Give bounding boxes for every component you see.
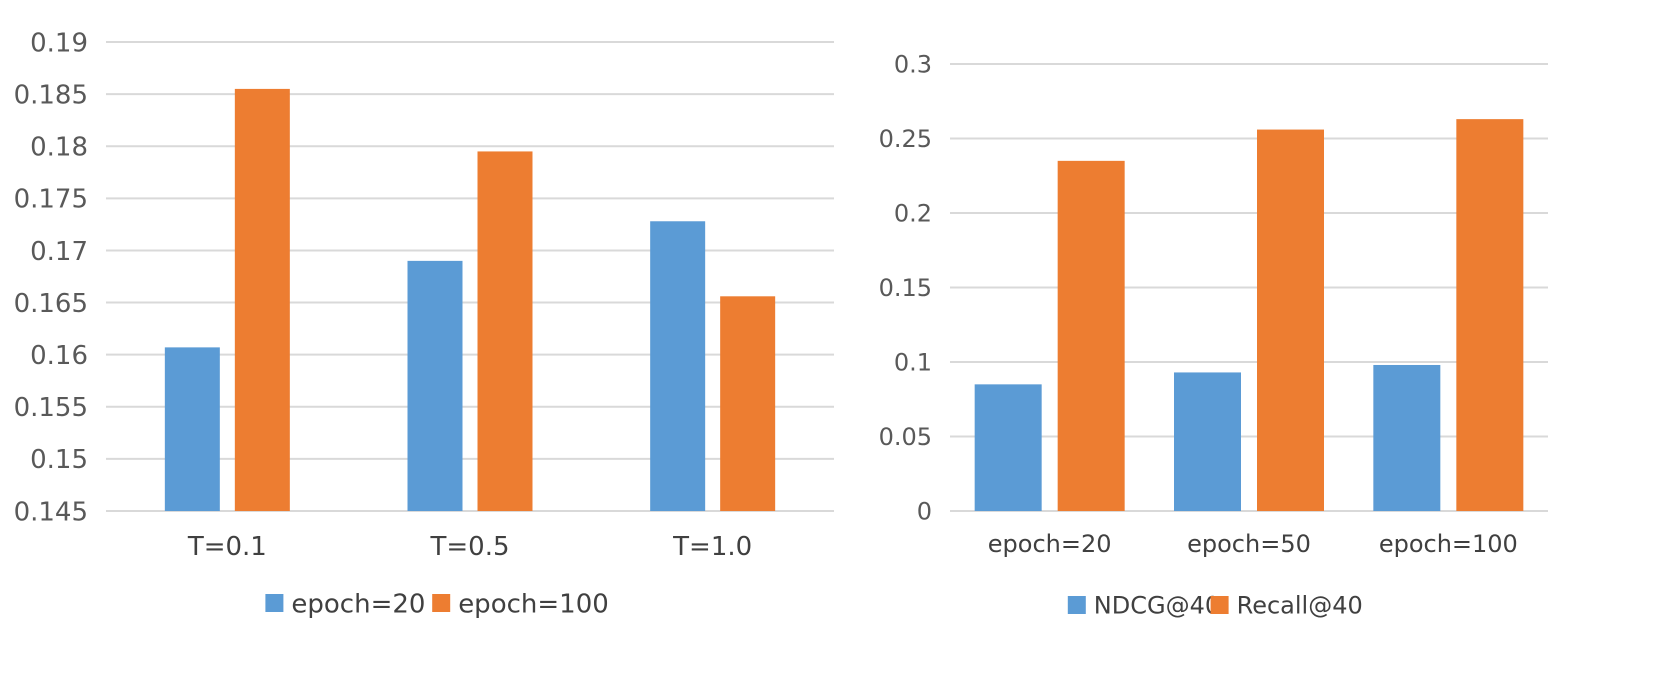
legend-swatch-1-0 — [1067, 596, 1086, 614]
bar-0-epoch=20-T=0.5 — [407, 260, 463, 511]
legend-label-1-0: NDCG@40 — [1094, 592, 1220, 620]
y-tick-label-1-6: 0.3 — [894, 51, 932, 79]
y-tick-label-0-4: 0.165 — [14, 289, 88, 319]
bar-0-epoch=20-T=1.0 — [650, 221, 706, 512]
legend-swatch-0-1 — [432, 594, 451, 612]
legend-label-0-0: epoch=20 — [291, 589, 425, 619]
y-tick-label-0-9: 0.19 — [30, 28, 88, 58]
y-tick-label-1-0: 0 — [917, 498, 932, 526]
legend-label-0-1: epoch=100 — [458, 589, 609, 619]
x-category-label-0-0: T=0.1 — [187, 532, 267, 562]
y-tick-label-0-5: 0.17 — [30, 237, 88, 267]
x-category-label-0-1: T=0.5 — [429, 532, 509, 562]
bar-1-NDCG@40-epoch=20 — [974, 384, 1042, 511]
legend-label-1-1: Recall@40 — [1237, 592, 1363, 620]
x-category-label-1-2: epoch=100 — [1379, 530, 1518, 558]
bar-0-epoch=100-T=1.0 — [720, 296, 776, 511]
bar-1-NDCG@40-epoch=50 — [1174, 372, 1241, 511]
y-tick-label-0-0: 0.145 — [14, 497, 88, 527]
bar-1-NDCG@40-epoch=100 — [1373, 364, 1441, 511]
y-tick-label-1-3: 0.15 — [879, 274, 932, 302]
legend-swatch-0-0 — [265, 594, 284, 612]
y-tick-label-1-5: 0.25 — [879, 125, 932, 153]
y-tick-label-0-2: 0.155 — [14, 393, 88, 423]
y-tick-label-1-4: 0.2 — [894, 200, 932, 228]
y-tick-label-1-2: 0.1 — [894, 349, 932, 377]
bar-1-Recall@40-epoch=50 — [1257, 129, 1324, 511]
bar-0-epoch=100-T=0.1 — [234, 88, 290, 512]
bar-0-epoch=20-T=0.1 — [164, 347, 220, 511]
y-tick-label-0-3: 0.16 — [30, 341, 88, 371]
y-tick-label-0-7: 0.18 — [30, 133, 88, 163]
bar-0-epoch=100-T=0.5 — [477, 151, 533, 511]
x-category-label-0-2: T=1.0 — [672, 532, 752, 562]
y-tick-label-0-8: 0.185 — [14, 80, 88, 110]
x-category-label-1-0: epoch=20 — [988, 530, 1112, 558]
y-tick-label-0-1: 0.15 — [30, 445, 88, 475]
y-tick-label-0-6: 0.175 — [14, 185, 88, 215]
y-tick-label-1-1: 0.05 — [879, 423, 932, 451]
bar-1-Recall@40-epoch=100 — [1456, 119, 1524, 511]
bar-1-Recall@40-epoch=20 — [1057, 160, 1125, 511]
x-category-label-1-1: epoch=50 — [1187, 530, 1311, 558]
legend-swatch-1-1 — [1210, 596, 1229, 614]
